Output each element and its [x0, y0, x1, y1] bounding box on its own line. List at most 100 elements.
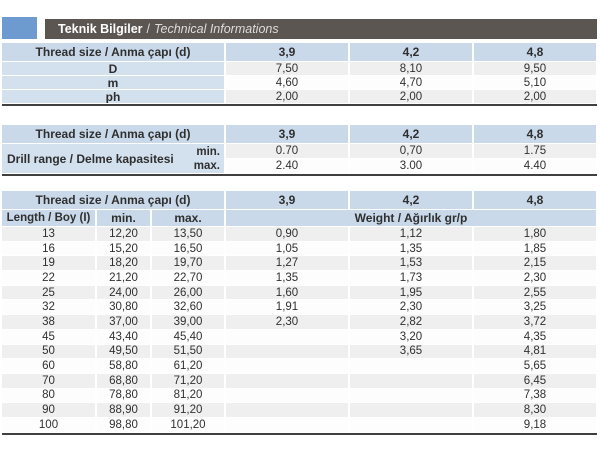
min-cell: 15,20 [97, 241, 150, 256]
table1-row-label: ph [2, 90, 224, 103]
min-cell: 88,90 [97, 403, 150, 417]
table3-size-col-1: 3,9 [226, 191, 348, 209]
table1-value: 4,60 [226, 76, 348, 89]
table2-bottom-border [2, 174, 597, 176]
max-cell: 26,00 [152, 285, 224, 300]
weight-cell [350, 403, 472, 417]
head-dimensions-table: Thread size / Anma çapı (d) 3,9 4,2 4,8 … [2, 43, 597, 106]
min-cell: 43,40 [97, 329, 150, 344]
weight-cell [226, 403, 348, 417]
table1-size-col-2: 4,2 [350, 43, 472, 61]
drill-range-table: Thread size / Anma çapı (d) 3,9 4,2 4,8 … [2, 125, 597, 176]
weight-cell [226, 373, 348, 388]
weight-cell: 3,20 [350, 329, 472, 344]
table3-row: 13 12,20 13,50 0,90 1,12 1,80 [2, 227, 597, 241]
length-cell: 32 [2, 300, 95, 315]
length-cell: 45 [2, 329, 95, 344]
weight-cell: 1,91 [226, 300, 348, 315]
table1-size-col-1: 3,9 [226, 43, 348, 61]
table1-value: 2,00 [350, 90, 472, 103]
table3-row: 50 49,50 51,50 3,65 4,81 [2, 344, 597, 359]
length-cell: 13 [2, 227, 95, 241]
weight-cell: 2,30 [350, 300, 472, 315]
table1-value: 7,50 [226, 62, 348, 75]
weight-cell: 2,55 [474, 285, 596, 300]
table2-size-col-1: 3,9 [226, 125, 348, 143]
drill-range-values: 0.70 0,70 1.75 2.40 3.00 4.40 [224, 144, 596, 174]
weight-cell: 3,72 [474, 315, 596, 329]
title-bar: Teknik Bilgiler / Technical Informations [2, 17, 597, 39]
table3-row: 60 58,80 61,20 5,65 [2, 359, 597, 373]
drill-max-value-2: 3.00 [350, 159, 472, 173]
max-cell: 32,60 [152, 300, 224, 315]
drill-min-row: 0.70 0,70 1.75 [224, 144, 596, 158]
drill-max-value-3: 4.40 [474, 159, 596, 173]
table3-header-row: Thread size / Anma çapı (d) 3,9 4,2 4,8 [2, 191, 597, 209]
table1-row: m 4,60 4,70 5,10 [2, 76, 597, 89]
min-cell: 21,20 [97, 271, 150, 285]
drill-range-minmax-labels: min. max. [180, 145, 224, 173]
weight-cell: 1,60 [226, 285, 348, 300]
table1-value: 2,00 [226, 90, 348, 103]
accent-square [2, 17, 37, 39]
table1-size-col-3: 4,8 [474, 43, 596, 61]
table3-row: 19 18,20 19,70 1,27 1,53 2,15 [2, 256, 597, 271]
length-cell: 16 [2, 241, 95, 256]
drill-min-value-3: 1.75 [474, 144, 596, 158]
table2-body: Drill range / Delme kapasitesi min. max.… [2, 144, 597, 174]
title-separator: / [146, 22, 150, 36]
min-cell: 37,00 [97, 315, 150, 329]
length-cell: 90 [2, 403, 95, 417]
weight-cell: 1,27 [226, 256, 348, 271]
drill-range-label-cell: Drill range / Delme kapasitesi min. max. [2, 144, 224, 173]
table3-header-label: Thread size / Anma çapı (d) [2, 191, 224, 209]
max-cell: 22,70 [152, 271, 224, 285]
length-cell: 60 [2, 359, 95, 373]
drill-max-row: 2.40 3.00 4.40 [224, 159, 596, 173]
weight-cell: 6,45 [474, 373, 596, 388]
weight-cell: 2,30 [474, 271, 596, 285]
table3-row: 70 68,80 71,20 6,45 [2, 373, 597, 388]
weight-cell: 2,15 [474, 256, 596, 271]
table1-row: ph 2,00 2,00 2,00 [2, 90, 597, 103]
length-cell: 50 [2, 344, 95, 359]
min-cell: 30,80 [97, 300, 150, 315]
max-cell: 71,20 [152, 373, 224, 388]
table1-row-label: m [2, 76, 224, 89]
min-cell: 78,80 [97, 388, 150, 403]
table2-size-col-3: 4,8 [474, 125, 596, 143]
length-column-header: Length / Boy (I) [2, 210, 95, 226]
weight-cell [226, 388, 348, 403]
min-label: min. [196, 145, 220, 158]
weight-cell: 1,35 [350, 241, 472, 256]
length-cell: 25 [2, 285, 95, 300]
weight-cell: 1,73 [350, 271, 472, 285]
weight-cell: 1,80 [474, 227, 596, 241]
length-cell: 19 [2, 256, 95, 271]
weight-cell: 9,18 [474, 417, 596, 432]
max-cell: 51,50 [152, 344, 224, 359]
weight-cell [350, 388, 472, 403]
weight-cell: 0,90 [226, 227, 348, 241]
table1-header-row: Thread size / Anma çapı (d) 3,9 4,2 4,8 [2, 43, 597, 61]
weight-cell: 1,35 [226, 271, 348, 285]
table3-row: 100 98,80 101,20 9,18 [2, 417, 597, 432]
title-turkish: Teknik Bilgiler [58, 22, 143, 36]
table1-row-label: D [2, 62, 224, 75]
weight-cell [350, 373, 472, 388]
weight-cell: 2,82 [350, 315, 472, 329]
table1-value: 5,10 [474, 76, 596, 89]
weight-cell: 1,12 [350, 227, 472, 241]
weight-cell [226, 329, 348, 344]
length-weight-table: Thread size / Anma çapı (d) 3,9 4,2 4,8 … [2, 191, 597, 435]
table3-row: 22 21,20 22,70 1,35 1,73 2,30 [2, 271, 597, 285]
table3-row: 16 15,20 16,50 1,05 1,35 1,85 [2, 241, 597, 256]
max-label: max. [193, 159, 220, 172]
weight-cell: 1,85 [474, 241, 596, 256]
weight-cell: 1,53 [350, 256, 472, 271]
min-column-header: min. [97, 210, 150, 226]
weight-cell [226, 344, 348, 359]
min-cell: 49,50 [97, 344, 150, 359]
max-cell: 13,50 [152, 227, 224, 241]
table3-size-col-3: 4,8 [474, 191, 596, 209]
